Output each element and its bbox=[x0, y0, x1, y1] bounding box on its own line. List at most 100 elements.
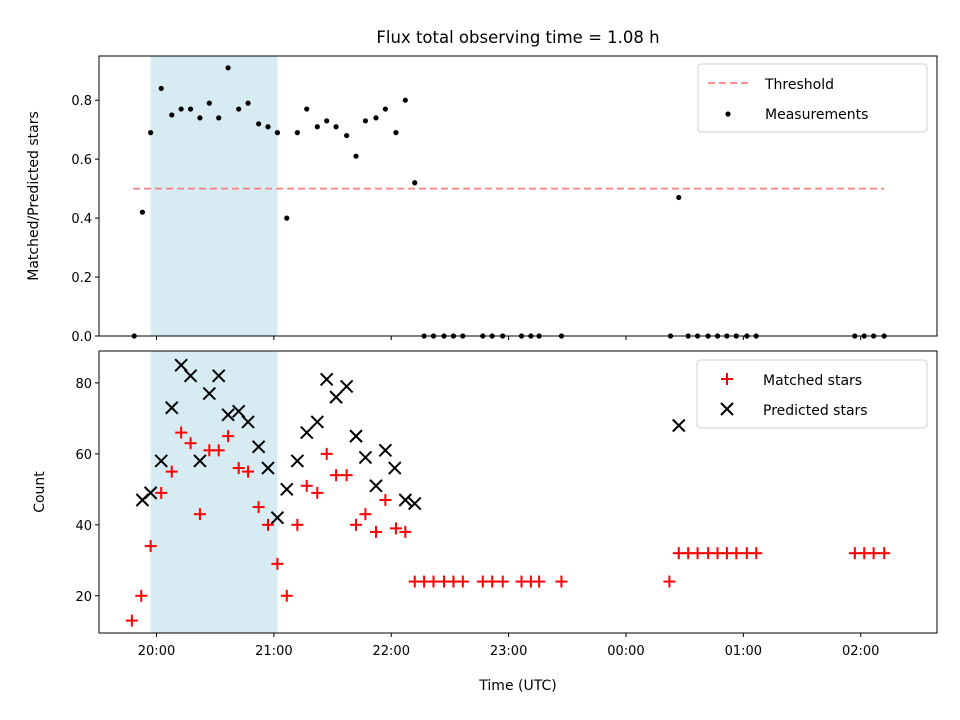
matched-stars-point bbox=[242, 465, 255, 478]
measurement-point bbox=[187, 106, 194, 112]
predicted-stars-point bbox=[143, 486, 158, 500]
measurement-point bbox=[178, 106, 184, 112]
bottom-x-axis-label: Time (UTC) bbox=[478, 678, 556, 694]
measurement-point bbox=[148, 130, 154, 136]
matched-stars-point bbox=[555, 575, 568, 588]
top-y-tick-label: 0.8 bbox=[71, 94, 92, 109]
bottom-x-tick-label: 01:00 bbox=[725, 644, 762, 659]
predicted-stars-point bbox=[231, 404, 246, 419]
measurement-point bbox=[382, 106, 388, 112]
predicted-stars-point bbox=[398, 493, 413, 507]
predicted-stars-point bbox=[241, 415, 255, 429]
bottom-shaded-region bbox=[150, 351, 278, 633]
predicted-stars-point bbox=[290, 454, 305, 468]
measurement-point bbox=[169, 112, 175, 118]
matched-stars-point bbox=[300, 479, 313, 492]
predicted-stars-point bbox=[329, 390, 343, 404]
predicted-stars-point bbox=[193, 454, 207, 468]
measurement-point bbox=[284, 215, 290, 221]
matched-stars-point bbox=[232, 462, 245, 475]
top-y-tick-label: 0.2 bbox=[71, 271, 92, 286]
matched-stars-point bbox=[165, 465, 178, 478]
predicted-stars-point bbox=[280, 482, 294, 497]
measurement-point bbox=[236, 106, 242, 112]
matched-stars-point bbox=[155, 486, 168, 499]
predicted-stars-point bbox=[251, 440, 266, 454]
bottom-legend-frame bbox=[696, 359, 928, 429]
top-y-ticks: 0.0 0.2 0.4 0.6 0.8 bbox=[71, 94, 99, 345]
predicted-stars-point bbox=[270, 511, 285, 525]
matched-stars-point bbox=[311, 486, 324, 499]
measurement-point bbox=[245, 100, 251, 106]
matched-stars-point bbox=[193, 508, 206, 521]
matched-stars-point bbox=[320, 447, 333, 460]
bottom-x-tick-label: 20:00 bbox=[138, 644, 175, 659]
matched-stars-point bbox=[291, 518, 304, 531]
top-axes-frame bbox=[98, 55, 938, 337]
legend-threshold-label: Threshold bbox=[764, 77, 834, 93]
matched-stars-point bbox=[125, 614, 138, 627]
measurement-point bbox=[265, 124, 271, 130]
measurement-point bbox=[197, 115, 203, 121]
legend-predicted-label: Predicted stars bbox=[763, 403, 868, 419]
measurement-point bbox=[216, 115, 222, 121]
top-y-tick-label: 0.6 bbox=[71, 153, 92, 168]
top-y-tick-label: 0.0 bbox=[71, 330, 92, 345]
measurement-point bbox=[139, 209, 146, 215]
bottom-y-tick-label: 20 bbox=[75, 590, 92, 605]
matched-stars-point bbox=[184, 437, 197, 450]
matched-stars-point bbox=[427, 575, 440, 588]
top-legend-frame bbox=[697, 63, 928, 133]
chart-title: Flux total observing time = 1.08 h bbox=[376, 28, 659, 47]
bottom-panel: 20 40 60 80 20:00 21:00 22:00 23:00 00:00 01:00 0… bbox=[32, 350, 938, 694]
matched-stars-point bbox=[222, 430, 235, 443]
matched-stars-point bbox=[456, 575, 469, 588]
top-y-tick-label: 0.4 bbox=[71, 212, 92, 227]
measurement-point bbox=[412, 180, 418, 186]
matched-stars-point bbox=[252, 501, 265, 514]
measurement-point bbox=[314, 124, 320, 130]
predicted-stars-point bbox=[378, 443, 393, 458]
bottom-axes-frame bbox=[98, 350, 938, 634]
top-x-ticks bbox=[156, 336, 862, 340]
bottom-y-axis-label: Count bbox=[32, 471, 48, 513]
measurement-point bbox=[225, 65, 231, 71]
measurement-point bbox=[304, 106, 310, 112]
matched-stars-point bbox=[350, 518, 363, 531]
predicted-stars-point bbox=[369, 479, 383, 493]
measurement-point bbox=[274, 130, 280, 136]
bottom-legend: Matched stars Predicted stars bbox=[696, 359, 928, 429]
bottom-x-ticks: 20:00 21:00 22:00 23:00 00:00 01:00 02:00 bbox=[138, 633, 879, 659]
measurement-point bbox=[676, 194, 682, 201]
bottom-y-tick-label: 80 bbox=[75, 377, 92, 392]
measurement-point bbox=[353, 153, 359, 159]
matched-stars-point bbox=[486, 575, 499, 588]
bottom-x-tick-label: 21:00 bbox=[255, 644, 292, 659]
top-legend: Threshold Measurements bbox=[697, 63, 928, 133]
bottom-x-tick-label: 02:00 bbox=[842, 644, 879, 659]
predicted-stars-point bbox=[672, 418, 686, 433]
predicted-stars-point bbox=[300, 425, 314, 440]
predicted-stars-point bbox=[319, 372, 334, 387]
bottom-y-tick-label: 40 bbox=[75, 519, 92, 534]
predicted-stars-point bbox=[174, 358, 188, 372]
matched-stars-point bbox=[359, 508, 372, 521]
predicted-stars-point bbox=[221, 408, 235, 422]
top-shaded-region bbox=[150, 56, 278, 336]
measurement-point bbox=[158, 85, 164, 92]
matched-stars-point bbox=[280, 589, 293, 602]
legend-predicted-swatch bbox=[720, 402, 734, 416]
matched-stars-point bbox=[212, 444, 225, 457]
matched-stars-point bbox=[271, 557, 284, 570]
legend-matched-swatch bbox=[721, 373, 733, 385]
predicted-stars-point bbox=[154, 454, 168, 468]
bottom-x-tick-label: 00:00 bbox=[607, 644, 644, 659]
predicted-stars-point bbox=[388, 461, 402, 475]
measurement-point bbox=[256, 121, 262, 127]
matched-stars-point bbox=[262, 518, 275, 531]
matched-stars-point bbox=[389, 522, 402, 535]
top-panel: 0.00.20.40.60.8 Matched/Predicted stars … bbox=[26, 55, 938, 345]
top-y-axis-label: Matched/Predicted stars bbox=[26, 111, 42, 281]
predicted-stars-point bbox=[261, 461, 275, 475]
